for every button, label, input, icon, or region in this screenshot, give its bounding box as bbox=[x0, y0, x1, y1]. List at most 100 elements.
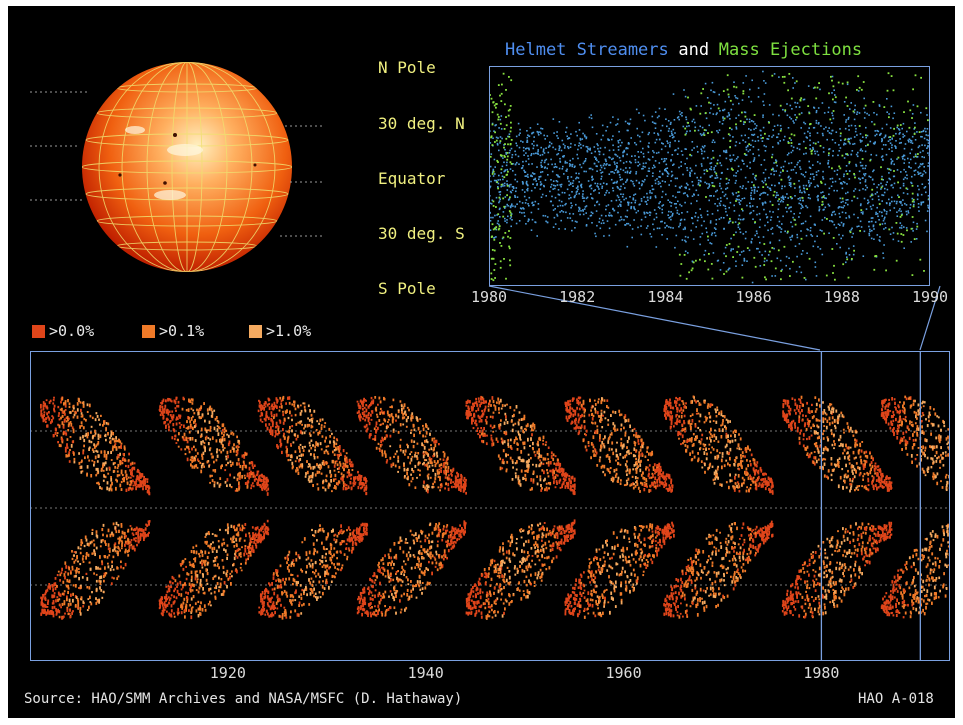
streamer-point bbox=[713, 232, 716, 234]
streamer-point bbox=[633, 219, 635, 221]
sunspot-mark bbox=[88, 586, 91, 590]
streamer-point bbox=[917, 194, 919, 197]
cme-point bbox=[841, 154, 844, 157]
sunspot-mark bbox=[171, 436, 174, 440]
sunspot-mark bbox=[224, 469, 227, 472]
streamer-point bbox=[647, 151, 650, 154]
streamer-point bbox=[791, 234, 794, 237]
sunspot-mark bbox=[197, 600, 200, 604]
streamer-point bbox=[630, 207, 632, 210]
sunspot-mark bbox=[76, 567, 78, 571]
streamer-point bbox=[857, 151, 859, 154]
cme-point bbox=[920, 76, 922, 79]
streamer-point bbox=[666, 225, 668, 227]
streamer-point bbox=[587, 180, 590, 182]
sunspot-mark bbox=[211, 436, 214, 440]
streamer-point bbox=[565, 202, 567, 205]
sunspot-mark bbox=[71, 409, 74, 413]
streamer-point bbox=[596, 143, 598, 145]
streamer-point bbox=[551, 170, 554, 173]
streamer-point bbox=[509, 149, 511, 152]
sunspot-mark bbox=[170, 609, 173, 613]
sunspot-mark bbox=[123, 447, 126, 451]
sunspot-mark bbox=[80, 586, 82, 590]
streamer-point bbox=[591, 197, 593, 199]
streamer-point bbox=[720, 216, 723, 219]
streamer-point bbox=[788, 182, 791, 184]
streamer-point bbox=[906, 213, 908, 216]
sunspot-mark bbox=[159, 600, 161, 604]
streamer-point bbox=[729, 220, 732, 222]
sunspot-mark bbox=[246, 485, 249, 489]
streamer-point bbox=[763, 104, 765, 106]
sunspot-mark bbox=[135, 486, 137, 491]
streamer-point bbox=[724, 205, 727, 207]
streamer-point bbox=[620, 185, 622, 188]
sunspot-mark bbox=[299, 584, 302, 587]
streamer-point bbox=[799, 191, 801, 193]
streamer-point bbox=[766, 193, 769, 196]
sunspot-mark bbox=[280, 603, 282, 607]
cme-point bbox=[506, 152, 509, 154]
streamer-point bbox=[766, 216, 768, 219]
sunspot-mark bbox=[43, 603, 46, 607]
sunspot-mark bbox=[171, 410, 174, 413]
streamer-point bbox=[795, 119, 797, 121]
sunspot-mark bbox=[88, 561, 91, 564]
sunspot-mark bbox=[146, 478, 149, 481]
streamer-point bbox=[619, 219, 621, 222]
streamer-point bbox=[902, 199, 904, 201]
sunspot-mark bbox=[97, 441, 100, 445]
streamer-point bbox=[497, 182, 500, 185]
streamer-point bbox=[704, 145, 706, 147]
cme-point bbox=[499, 242, 501, 244]
streamer-point bbox=[725, 183, 728, 185]
cme-point bbox=[509, 259, 511, 262]
streamer-point bbox=[916, 156, 919, 158]
streamer-point bbox=[687, 252, 689, 254]
cme-point bbox=[493, 104, 496, 107]
streamer-point bbox=[791, 236, 793, 238]
streamer-point bbox=[830, 220, 833, 222]
sunspot-mark bbox=[165, 399, 167, 403]
streamer-point bbox=[661, 208, 663, 211]
streamer-point bbox=[799, 199, 802, 202]
cme-point bbox=[911, 200, 914, 203]
streamer-point bbox=[523, 215, 526, 217]
sunspot-mark bbox=[265, 489, 268, 492]
sunspot-mark bbox=[95, 573, 98, 576]
streamer-point bbox=[617, 170, 619, 172]
sunspot-mark bbox=[56, 432, 59, 435]
streamer-point bbox=[686, 194, 688, 196]
streamer-point bbox=[525, 223, 527, 225]
streamer-point bbox=[583, 197, 585, 199]
sunspot-mark bbox=[270, 414, 273, 418]
streamer-point bbox=[490, 153, 493, 155]
sunspot-mark bbox=[251, 526, 254, 529]
sunspot-mark bbox=[126, 481, 129, 484]
streamer-point bbox=[812, 164, 814, 166]
streamer-point bbox=[544, 159, 546, 162]
sunspot-mark bbox=[192, 459, 195, 462]
streamer-point bbox=[607, 139, 610, 141]
cme-point bbox=[495, 139, 498, 142]
streamer-point bbox=[564, 145, 566, 147]
sunspot-mark bbox=[60, 401, 62, 404]
sunspot-mark bbox=[211, 547, 214, 551]
sunspot-mark bbox=[193, 445, 195, 449]
sunspot-mark bbox=[62, 615, 65, 618]
sunspot-mark bbox=[176, 582, 179, 586]
streamer-point bbox=[716, 198, 719, 200]
sunspot-mark bbox=[206, 408, 209, 412]
streamer-point bbox=[616, 162, 618, 164]
cme-point bbox=[716, 162, 719, 165]
streamer-point bbox=[725, 157, 728, 160]
sunspot-mark bbox=[114, 443, 117, 445]
sunspot-mark bbox=[49, 585, 52, 588]
streamer-point bbox=[775, 159, 777, 161]
streamer-point bbox=[654, 196, 657, 199]
sunspot-mark bbox=[241, 526, 244, 530]
streamer-point bbox=[875, 133, 878, 136]
streamer-point bbox=[764, 168, 767, 171]
streamer-point bbox=[838, 144, 840, 146]
